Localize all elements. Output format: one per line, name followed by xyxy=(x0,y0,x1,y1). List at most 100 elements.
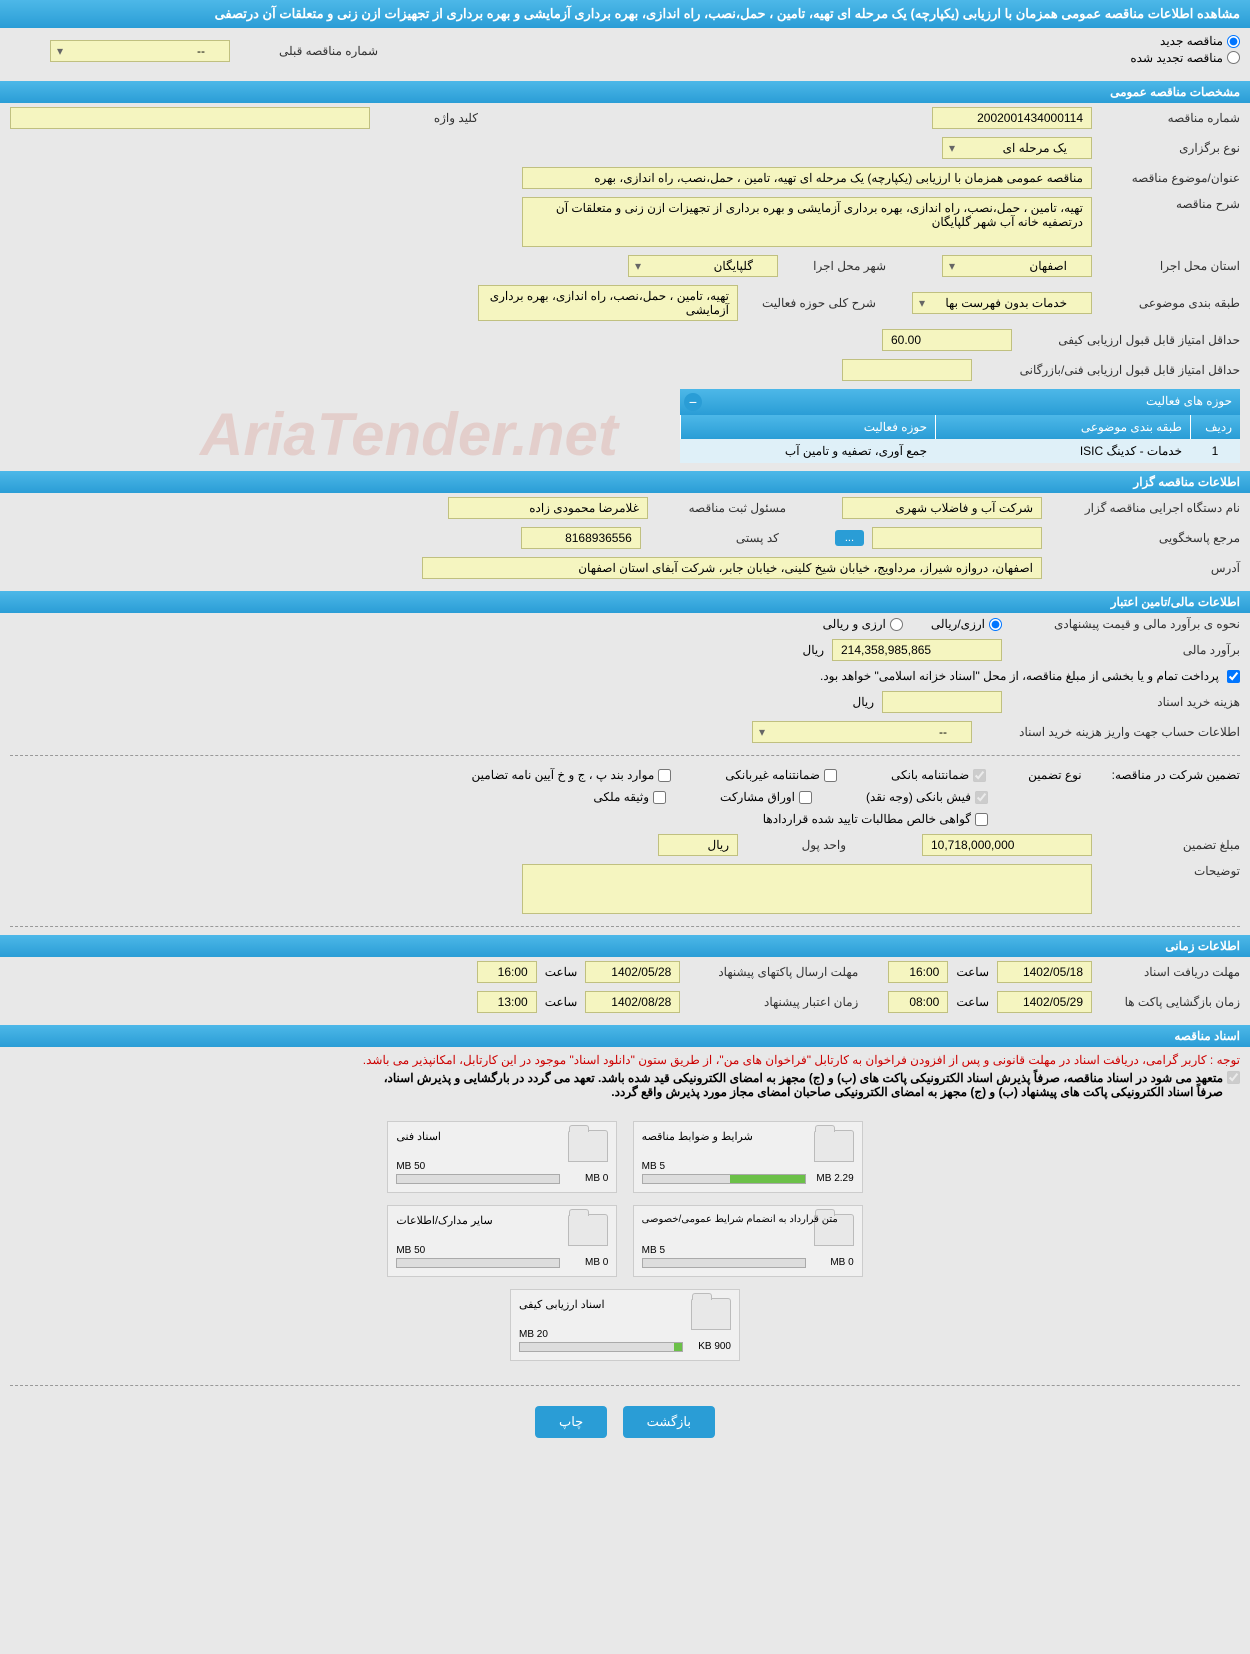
col-row: ردیف xyxy=(1190,415,1240,439)
file1-title: شرایط و ضوابط مناقصه xyxy=(642,1130,753,1143)
file2-total: 50 MB xyxy=(396,1161,425,1172)
g-cash[interactable]: فیش بانکی (وجه نقد) xyxy=(866,790,988,804)
fin-est-label: برآورد مالی xyxy=(1010,643,1240,657)
time-label-1: ساعت xyxy=(956,965,989,979)
hold-type-dropdown[interactable]: یک مرحله ای xyxy=(942,137,1092,159)
doc-deadline-time[interactable]: 16:00 xyxy=(888,961,948,983)
unit-value: ریال xyxy=(658,834,738,856)
open-hour[interactable]: 08:00 xyxy=(888,991,948,1013)
cred-hour[interactable]: 13:00 xyxy=(477,991,537,1013)
desc-label: شرح مناقصه xyxy=(1100,197,1240,211)
open-date[interactable]: 1402/05/29 xyxy=(997,991,1092,1013)
hold-type-label: نوع برگزاری xyxy=(1100,141,1240,155)
desc-value[interactable]: تهیه، تامین ، حمل،نصب، راه اندازی، بهره … xyxy=(522,197,1092,247)
g-receivables[interactable]: گواهی خالص مطالبات تایید شده قراردادها xyxy=(763,812,988,826)
treasury-checkbox[interactable] xyxy=(1227,670,1240,683)
min-tech-value[interactable] xyxy=(842,359,972,381)
doc-fee-label: هزینه خرید اسناد xyxy=(1010,695,1240,709)
radio-renewed-input[interactable] xyxy=(1227,51,1240,64)
folder-icon xyxy=(568,1214,608,1246)
postal-label: کد پستی xyxy=(649,531,779,545)
acct-info-label: اطلاعات حساب جهت واریز هزینه خرید اسناد xyxy=(980,725,1240,739)
notes-value[interactable] xyxy=(522,864,1092,914)
file3-total: 5 MB xyxy=(642,1245,665,1256)
resp-ref-button[interactable]: ... xyxy=(835,530,864,546)
est-method-label: نحوه ی برآورد مالی و قیمت پیشنهادی xyxy=(1010,617,1240,631)
file2-bar xyxy=(396,1174,560,1184)
g-regs[interactable]: موارد بند پ ، ج و خ آیین نامه تضامین xyxy=(472,768,672,782)
radio-renewed-tender[interactable]: مناقصه تجدید شده xyxy=(1130,51,1240,65)
class-dropdown[interactable]: خدمات بدون فهرست بها xyxy=(912,292,1092,314)
radio-mixed[interactable]: ارزی و ریالی xyxy=(823,617,903,631)
file-card-qualification[interactable]: اسناد ارزیابی کیفی 20 MB 900 KB xyxy=(510,1289,740,1361)
file3-title: متن قرارداد به انضمام شرایط عمومی/خصوصی xyxy=(642,1214,838,1225)
file-card-terms[interactable]: شرایط و ضوابط مناقصه 5 MB 2.29 MB xyxy=(633,1121,863,1193)
file1-total: 5 MB xyxy=(642,1161,665,1172)
holder-name-value: شرکت آب و فاضلاب شهری xyxy=(842,497,1042,519)
file-card-contract[interactable]: متن قرارداد به انضمام شرایط عمومی/خصوصی … xyxy=(633,1205,863,1277)
file-card-technical[interactable]: اسناد فنی 50 MB 0 MB xyxy=(387,1121,617,1193)
guarantee-amt-label: مبلغ تضمین xyxy=(1100,838,1240,852)
guarantee-amt-value[interactable]: 10,718,000,000 xyxy=(922,834,1092,856)
g-bonds[interactable]: اوراق مشارکت xyxy=(720,790,812,804)
file5-title: اسناد ارزیابی کیفی xyxy=(519,1298,605,1311)
cred-date[interactable]: 1402/08/28 xyxy=(585,991,680,1013)
province-dropdown[interactable]: اصفهان xyxy=(942,255,1092,277)
notice-bold-2: صرفاً اسناد الکترونیکی پاکت های پیشنهاد … xyxy=(384,1085,1223,1099)
keyword-label: کلید واژه xyxy=(378,111,478,125)
holder-name-label: نام دستگاه اجرایی مناقصه گزار xyxy=(1050,501,1240,515)
folder-icon xyxy=(691,1298,731,1330)
section-time-header: اطلاعات زمانی xyxy=(0,935,1250,957)
file2-title: اسناد فنی xyxy=(396,1130,441,1143)
rial-unit-2: ریال xyxy=(852,695,874,709)
resp-ref-label: مرجع پاسخگویی xyxy=(1050,531,1240,545)
treasury-note: پرداخت تمام و یا بخشی از مبلغ مناقصه، از… xyxy=(820,669,1219,683)
radio-rial[interactable]: ارزی/ریالی xyxy=(931,617,1002,631)
title-label: عنوان/موضوع مناقصه xyxy=(1100,171,1240,185)
prev-tender-dropdown[interactable]: -- xyxy=(50,40,230,62)
g-nonbank[interactable]: ضمانتنامه غیربانکی xyxy=(725,768,837,782)
min-qual-value[interactable]: 60.00 xyxy=(882,329,1012,351)
resp-ref-value[interactable] xyxy=(872,527,1042,549)
row1-no: 1 xyxy=(1190,439,1240,463)
file4-bar xyxy=(396,1258,560,1268)
notice-bold-1: متعهد می شود در اسناد مناقصه، صرفاً پذیر… xyxy=(384,1071,1223,1085)
file5-used: 900 KB xyxy=(698,1341,731,1352)
envelope-deadline-date[interactable]: 1402/05/28 xyxy=(585,961,680,983)
reg-officer-value: غلامرضا محمودی زاده xyxy=(448,497,648,519)
envelope-deadline-time[interactable]: 16:00 xyxy=(477,961,537,983)
time-label-2: ساعت xyxy=(545,965,578,979)
collapse-icon[interactable]: − xyxy=(684,393,702,411)
print-button[interactable]: چاپ xyxy=(535,1406,607,1438)
row1-scope: جمع آوری، تصفیه و تامین آب xyxy=(680,439,935,463)
g-prop[interactable]: وثیقه ملکی xyxy=(593,790,666,804)
file-card-other[interactable]: سایر مدارک/اطلاعات 50 MB 0 MB xyxy=(387,1205,617,1277)
g-bank[interactable]: ضمانتنامه بانکی xyxy=(891,768,986,782)
guarantee-type-label: نوع تضمین xyxy=(1028,768,1081,782)
fin-est-value[interactable]: 214,358,985,865 xyxy=(832,639,1002,661)
acct-info-dropdown[interactable]: -- xyxy=(752,721,972,743)
doc-deadline-label: مهلت دریافت اسناد xyxy=(1100,965,1240,979)
rial-unit: ریال xyxy=(802,643,824,657)
doc-deadline-date[interactable]: 1402/05/18 xyxy=(997,961,1092,983)
divider xyxy=(10,755,1240,756)
tender-no-label: شماره مناقصه xyxy=(1100,111,1240,125)
city-dropdown[interactable]: گلپایگان xyxy=(628,255,778,277)
doc-fee-value[interactable] xyxy=(882,691,1002,713)
radio-new-tender[interactable]: مناقصه جدید xyxy=(1160,34,1240,48)
file2-used: 0 MB xyxy=(585,1173,608,1184)
title-value[interactable]: مناقصه عمومی همزمان با ارزیابی (یکپارچه)… xyxy=(522,167,1092,189)
scope-desc-value[interactable]: تهیه، تامین ، حمل،نصب، راه اندازی، بهره … xyxy=(478,285,738,321)
activity-table-title-row: حوزه های فعالیت − xyxy=(680,389,1240,415)
tender-no-value: 2002001434000114 xyxy=(932,107,1092,129)
back-button[interactable]: بازگشت xyxy=(623,1406,715,1438)
watermark: AriaTender.net xyxy=(200,400,618,469)
folder-icon xyxy=(568,1130,608,1162)
guarantee-prefix: تضمین شرکت در مناقصه: xyxy=(1112,768,1240,782)
commitment-checkbox xyxy=(1227,1071,1240,1084)
keyword-value[interactable] xyxy=(10,107,370,129)
file1-used: 2.29 MB xyxy=(816,1173,853,1184)
scope-desc-label: شرح کلی حوزه فعالیت xyxy=(746,296,876,310)
radio-new-input[interactable] xyxy=(1227,35,1240,48)
section-finance-header: اطلاعات مالی/تامین اعتبار xyxy=(0,591,1250,613)
